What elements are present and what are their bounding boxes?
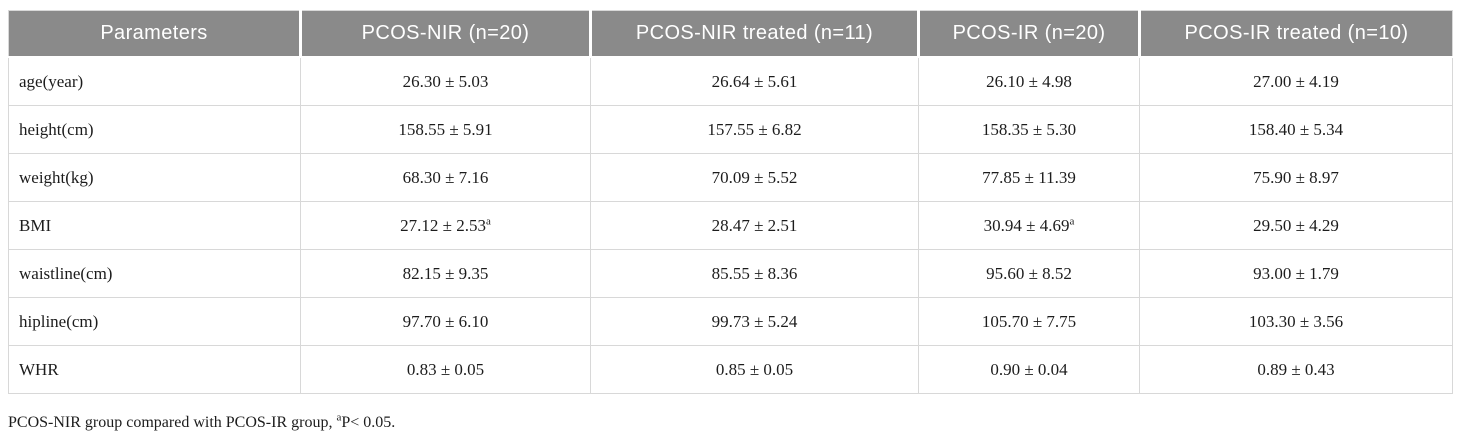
table-row: waistline(cm) 82.15 ± 9.35 85.55 ± 8.36 95.… (8, 249, 1453, 298)
header-pcos-nir: PCOS-NIR (n=20) (299, 10, 591, 58)
header-parameters: Parameters (8, 10, 301, 58)
header-pcos-ir-treated: PCOS-IR treated (n=10) (1138, 10, 1453, 58)
table-row: weight(kg) 68.30 ± 7.16 70.09 ± 5.52 77.85 … (8, 153, 1453, 202)
table-body: age(year) 26.30 ± 5.03 26.64 ± 5.61 26.10 ±… (8, 56, 1453, 394)
row-parameter-label: waistline(cm) (8, 249, 301, 298)
header-pcos-nir-treated: PCOS-NIR treated (n=11) (589, 10, 919, 58)
row-value-cell: 0.85 ± 0.05 (590, 345, 919, 394)
footnote-text: PCOS-NIR group compared with PCOS-IR gro… (8, 414, 337, 431)
row-value-cell: 68.30 ± 7.16 (300, 153, 591, 202)
row-value-cell: 0.83 ± 0.05 (300, 345, 591, 394)
row-value-cell: 103.30 ± 3.56 (1139, 297, 1453, 346)
row-value-cell: 99.73 ± 5.24 (590, 297, 919, 346)
significance-superscript: a (1069, 214, 1075, 227)
footnote-superscript: a (336, 411, 342, 424)
table-header: Parameters PCOS-NIR (n=20) PCOS-NIR trea… (8, 10, 1453, 58)
table-row: height(cm) 158.55 ± 5.91 157.55 ± 6.82 158.… (8, 105, 1453, 154)
row-value-cell: 97.70 ± 6.10 (300, 297, 591, 346)
row-value-cell: 85.55 ± 8.36 (590, 249, 919, 298)
row-value-cell: 0.89 ± 0.43 (1139, 345, 1453, 394)
row-value-cell: 0.90 ± 0.04 (918, 345, 1140, 394)
row-value-cell: 28.47 ± 2.51 (590, 201, 919, 250)
row-value-cell: 27.00 ± 4.19 (1139, 56, 1453, 106)
table-row: WHR 0.83 ± 0.05 0.85 ± 0.05 0.90 ± 0.04 0.89… (8, 345, 1453, 394)
row-parameter-label: height(cm) (8, 105, 301, 154)
row-value-cell: 82.15 ± 9.35 (300, 249, 591, 298)
header-row: Parameters PCOS-NIR (n=20) PCOS-NIR trea… (8, 10, 1453, 58)
row-value-cell: 26.64 ± 5.61 (590, 56, 919, 106)
row-value-cell: 158.55 ± 5.91 (300, 105, 591, 154)
row-value-cell: 93.00 ± 1.79 (1139, 249, 1453, 298)
row-parameter-label: weight(kg) (8, 153, 301, 202)
row-value-cell: 95.60 ± 8.52 (918, 249, 1140, 298)
table-footnote: PCOS-NIR group compared with PCOS-IR gro… (8, 411, 396, 432)
row-value-cell: 157.55 ± 6.82 (590, 105, 919, 154)
significance-superscript: a (485, 214, 491, 227)
row-value-cell: 29.50 ± 4.29 (1139, 201, 1453, 250)
row-value-cell: 30.94 ± 4.69a (918, 201, 1140, 250)
footnote-pvalue: P< 0.05. (341, 414, 396, 431)
pcos-parameters-table: Parameters PCOS-NIR (n=20) PCOS-NIR trea… (8, 10, 1453, 394)
row-value-cell: 26.10 ± 4.98 (918, 56, 1140, 106)
header-pcos-ir: PCOS-IR (n=20) (917, 10, 1140, 58)
row-parameter-label: BMI (8, 201, 301, 250)
table-row: hipline(cm) 97.70 ± 6.10 99.73 ± 5.24 105.7… (8, 297, 1453, 346)
row-parameter-label: age(year) (8, 56, 301, 106)
row-parameter-label: WHR (8, 345, 301, 394)
row-parameter-label: hipline(cm) (8, 297, 301, 346)
row-value-cell: 27.12 ± 2.53a (300, 201, 591, 250)
row-value-cell: 70.09 ± 5.52 (590, 153, 919, 202)
row-value-cell: 77.85 ± 11.39 (918, 153, 1140, 202)
row-value-cell: 158.40 ± 5.34 (1139, 105, 1453, 154)
row-value-cell: 105.70 ± 7.75 (918, 297, 1140, 346)
row-value-cell: 75.90 ± 8.97 (1139, 153, 1453, 202)
table-row: age(year) 26.30 ± 5.03 26.64 ± 5.61 26.10 ±… (8, 56, 1453, 106)
row-value-cell: 158.35 ± 5.30 (918, 105, 1140, 154)
row-value-cell: 26.30 ± 5.03 (300, 56, 591, 106)
table-row: BMI 27.12 ± 2.53a 28.47 ± 2.51 30.94 ± 4.69… (8, 201, 1453, 250)
